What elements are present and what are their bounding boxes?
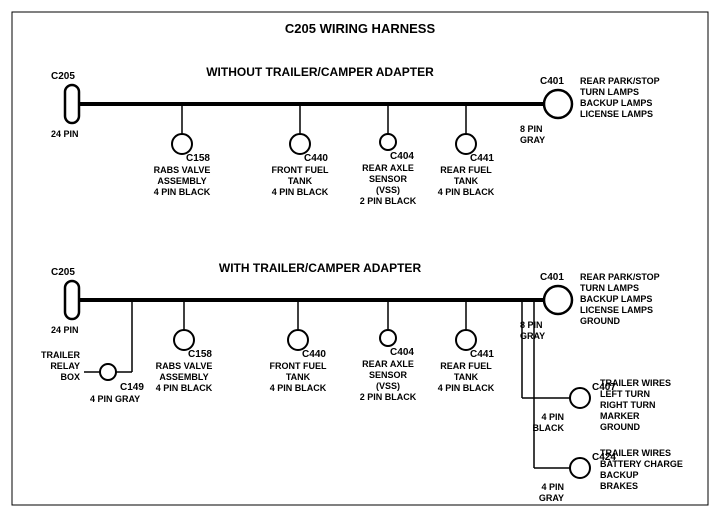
label-text: TANK bbox=[286, 372, 311, 382]
label-text: 4 PIN BLACK bbox=[272, 187, 329, 197]
label-text: REAR AXLE bbox=[362, 163, 414, 173]
label-text: 4 PIN BLACK bbox=[438, 187, 495, 197]
label-text: 4 PIN bbox=[541, 482, 564, 492]
label-text: REAR AXLE bbox=[362, 359, 414, 369]
label-text: LICENSE LAMPS bbox=[580, 305, 653, 315]
connector-node bbox=[570, 458, 590, 478]
connector-label: C149 bbox=[120, 382, 144, 393]
label-text: BATTERY CHARGE bbox=[600, 459, 683, 469]
label-text: ASSEMBLY bbox=[157, 176, 206, 186]
label-text: REAR PARK/STOP bbox=[580, 272, 660, 282]
label-text: TRAILER bbox=[41, 350, 80, 360]
label-text: 4 PIN BLACK bbox=[270, 383, 327, 393]
connector-node bbox=[174, 330, 194, 350]
label-text: 2 PIN BLACK bbox=[360, 392, 417, 402]
connector-label: C158 bbox=[188, 349, 212, 360]
label-text: GRAY bbox=[520, 331, 545, 341]
label-text: SENSOR bbox=[369, 174, 408, 184]
label-text: BRAKES bbox=[600, 481, 638, 491]
connector-label: C158 bbox=[186, 153, 210, 164]
label-text: FRONT FUEL bbox=[272, 165, 329, 175]
label-text: 4 PIN bbox=[541, 412, 564, 422]
connector-node bbox=[380, 134, 396, 150]
connector-label: C401 bbox=[540, 76, 564, 87]
section-subtitle: WITH TRAILER/CAMPER ADAPTER bbox=[219, 261, 422, 275]
label-text: FRONT FUEL bbox=[270, 361, 327, 371]
connector-c401 bbox=[544, 90, 572, 118]
section-subtitle: WITHOUT TRAILER/CAMPER ADAPTER bbox=[206, 65, 434, 79]
label-text: TURN LAMPS bbox=[580, 283, 639, 293]
connector-node bbox=[570, 388, 590, 408]
connector-c205 bbox=[65, 85, 79, 123]
label-text: BOX bbox=[60, 372, 80, 382]
label-text: BACKUP LAMPS bbox=[580, 294, 652, 304]
connector-c401 bbox=[544, 286, 572, 314]
connector-label: C404 bbox=[390, 151, 414, 162]
label-text: LICENSE LAMPS bbox=[580, 109, 653, 119]
diagram-title: C205 WIRING HARNESS bbox=[285, 21, 436, 36]
label-text: TRAILER WIRES bbox=[600, 448, 671, 458]
connector-label: C441 bbox=[470, 349, 494, 360]
label-text: TURN LAMPS bbox=[580, 87, 639, 97]
connector-label: C205 bbox=[51, 71, 75, 82]
label-text: LEFT TURN bbox=[600, 389, 650, 399]
connector-node bbox=[380, 330, 396, 346]
connector-node bbox=[288, 330, 308, 350]
connector-node bbox=[172, 134, 192, 154]
connector-label: C440 bbox=[302, 349, 326, 360]
label-text: MARKER bbox=[600, 411, 640, 421]
connector-label: C401 bbox=[540, 272, 564, 283]
connector-node bbox=[456, 134, 476, 154]
label-text: RELAY bbox=[50, 361, 80, 371]
label-text: REAR PARK/STOP bbox=[580, 76, 660, 86]
connector-c205 bbox=[65, 281, 79, 319]
label-text: 4 PIN GRAY bbox=[90, 394, 140, 404]
label-text: TANK bbox=[454, 176, 479, 186]
label-text: 4 PIN BLACK bbox=[156, 383, 213, 393]
label-text: BACKUP LAMPS bbox=[580, 98, 652, 108]
label-text: RABS VALVE bbox=[154, 165, 211, 175]
label-text: REAR FUEL bbox=[440, 361, 492, 371]
wiring-diagram: C205 WIRING HARNESS WITHOUT TRAILER/CAMPE… bbox=[0, 0, 720, 517]
label-text: 8 PIN bbox=[520, 320, 543, 330]
label-text: REAR FUEL bbox=[440, 165, 492, 175]
label-text: (VSS) bbox=[376, 185, 400, 195]
connector-label: C441 bbox=[470, 153, 494, 164]
label-text: 4 PIN BLACK bbox=[154, 187, 211, 197]
label-text: SENSOR bbox=[369, 370, 408, 380]
label-text: (VSS) bbox=[376, 381, 400, 391]
label-text: GROUND bbox=[580, 316, 620, 326]
label-text: 24 PIN bbox=[51, 325, 79, 335]
connector-label: C440 bbox=[304, 153, 328, 164]
label-text: 24 PIN bbox=[51, 129, 79, 139]
label-text: BLACK bbox=[533, 423, 565, 433]
label-text: 8 PIN bbox=[520, 124, 543, 134]
label-text: RIGHT TURN bbox=[600, 400, 656, 410]
label-text: GROUND bbox=[600, 422, 640, 432]
connector-label: C205 bbox=[51, 267, 75, 278]
label-text: TRAILER WIRES bbox=[600, 378, 671, 388]
label-text: ASSEMBLY bbox=[159, 372, 208, 382]
label-text: GRAY bbox=[539, 493, 564, 503]
connector-node bbox=[456, 330, 476, 350]
label-text: TANK bbox=[454, 372, 479, 382]
label-text: BACKUP bbox=[600, 470, 639, 480]
connector-c149 bbox=[100, 364, 116, 380]
connector-label: C404 bbox=[390, 347, 414, 358]
label-text: GRAY bbox=[520, 135, 545, 145]
connector-node bbox=[290, 134, 310, 154]
label-text: RABS VALVE bbox=[156, 361, 213, 371]
label-text: 4 PIN BLACK bbox=[438, 383, 495, 393]
label-text: 2 PIN BLACK bbox=[360, 196, 417, 206]
label-text: TANK bbox=[288, 176, 313, 186]
